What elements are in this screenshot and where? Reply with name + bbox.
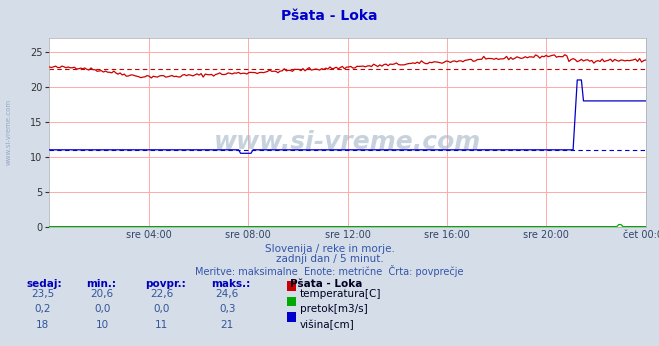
Text: sre 12:00: sre 12:00 (325, 230, 370, 240)
Text: maks.:: maks.: (211, 279, 250, 289)
Text: temperatura[C]: temperatura[C] (300, 289, 382, 299)
Text: sedaj:: sedaj: (26, 279, 62, 289)
Text: 24,6: 24,6 (215, 289, 239, 299)
Text: 0,0: 0,0 (154, 304, 169, 315)
Text: 0,3: 0,3 (219, 304, 236, 315)
Text: 10: 10 (96, 320, 109, 330)
Text: Meritve: maksimalne  Enote: metrične  Črta: povprečje: Meritve: maksimalne Enote: metrične Črta… (195, 265, 464, 277)
Text: Pšata - Loka: Pšata - Loka (290, 279, 362, 289)
Text: povpr.:: povpr.: (145, 279, 186, 289)
Text: zadnji dan / 5 minut.: zadnji dan / 5 minut. (275, 254, 384, 264)
Text: 21: 21 (221, 320, 234, 330)
Text: višina[cm]: višina[cm] (300, 320, 355, 330)
Text: sre 20:00: sre 20:00 (523, 230, 569, 240)
Text: 22,6: 22,6 (150, 289, 173, 299)
Text: sre 08:00: sre 08:00 (225, 230, 271, 240)
Text: www.si-vreme.com: www.si-vreme.com (214, 130, 481, 154)
Text: Slovenija / reke in morje.: Slovenija / reke in morje. (264, 244, 395, 254)
Text: 11: 11 (155, 320, 168, 330)
Text: sre 16:00: sre 16:00 (424, 230, 470, 240)
Text: 23,5: 23,5 (31, 289, 55, 299)
Text: www.si-vreme.com: www.si-vreme.com (5, 98, 12, 165)
Text: 0,2: 0,2 (34, 304, 51, 315)
Text: min.:: min.: (86, 279, 116, 289)
Text: sre 04:00: sre 04:00 (126, 230, 172, 240)
Text: 0,0: 0,0 (94, 304, 110, 315)
Text: Pšata - Loka: Pšata - Loka (281, 9, 378, 22)
Text: pretok[m3/s]: pretok[m3/s] (300, 304, 368, 315)
Text: čet 00:00: čet 00:00 (623, 230, 659, 240)
Text: 18: 18 (36, 320, 49, 330)
Text: 20,6: 20,6 (90, 289, 114, 299)
